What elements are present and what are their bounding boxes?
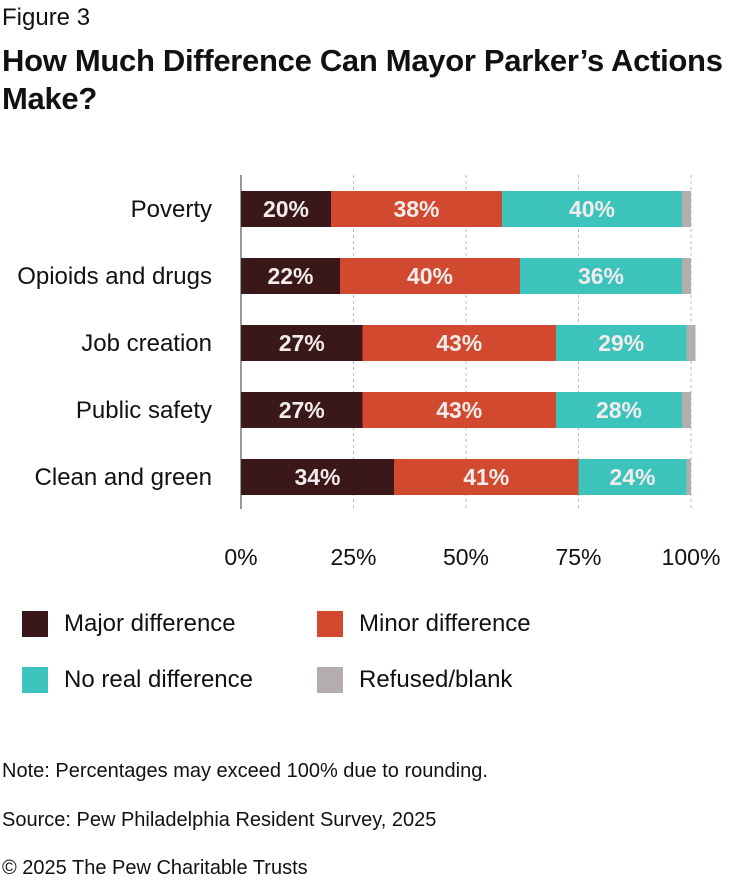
bar-segment bbox=[362, 392, 556, 428]
legend-swatch-major bbox=[22, 611, 48, 637]
bar-segment bbox=[362, 325, 556, 361]
legend-swatch-minor bbox=[317, 611, 343, 637]
legend-label-major: Major difference bbox=[64, 610, 236, 637]
bar-segment bbox=[241, 459, 394, 495]
bar-segment bbox=[241, 191, 331, 227]
data-label: 20% bbox=[263, 196, 309, 222]
bar-segment bbox=[331, 191, 502, 227]
category-label: Opioids and drugs bbox=[17, 263, 212, 290]
data-label: 43% bbox=[436, 330, 482, 356]
category-label: Job creation bbox=[81, 330, 212, 357]
bar-segment bbox=[241, 258, 340, 294]
data-label: 27% bbox=[279, 397, 325, 423]
chart-copyright: © 2025 The Pew Charitable Trusts bbox=[2, 857, 308, 879]
bar-segment bbox=[502, 191, 682, 227]
bar-segment bbox=[241, 392, 363, 428]
x-tick-label: 50% bbox=[443, 544, 489, 570]
data-label: 22% bbox=[267, 263, 313, 289]
data-label: 41% bbox=[463, 464, 509, 490]
bar-segment bbox=[340, 258, 520, 294]
bar-segment bbox=[556, 392, 682, 428]
stacked-bar-chart: Poverty 20% 38% 40% Opioids and drugs 22% 40% 3… bbox=[17, 175, 721, 570]
bar-segment bbox=[682, 258, 691, 294]
category-label: Clean and green bbox=[35, 464, 212, 491]
data-label: 40% bbox=[407, 263, 453, 289]
data-label: 28% bbox=[596, 397, 642, 423]
legend-swatch-no-real bbox=[22, 667, 48, 693]
figure-label: Figure 3 bbox=[2, 4, 91, 31]
legend-label-refused: Refused/blank bbox=[359, 666, 513, 693]
bar-segment bbox=[241, 325, 363, 361]
bar-segment bbox=[578, 459, 687, 495]
x-tick-label: 75% bbox=[555, 544, 601, 570]
x-tick-label: 0% bbox=[224, 544, 257, 570]
legend-item-no-real: No real difference bbox=[22, 666, 253, 694]
bar-segment bbox=[686, 325, 696, 361]
data-label: 24% bbox=[609, 464, 655, 490]
legend-label-minor: Minor difference bbox=[359, 610, 531, 637]
data-label: 43% bbox=[436, 397, 482, 423]
bar-segment bbox=[520, 258, 682, 294]
legend-swatch-refused bbox=[317, 667, 343, 693]
bar-segment bbox=[686, 459, 691, 495]
legend-item-refused: Refused/blank bbox=[317, 666, 512, 694]
data-label: 40% bbox=[569, 196, 615, 222]
data-label: 29% bbox=[598, 330, 644, 356]
category-label: Public safety bbox=[76, 397, 212, 424]
data-label: 34% bbox=[294, 464, 340, 490]
x-tick-label: 100% bbox=[662, 544, 721, 570]
legend-item-major: Major difference bbox=[22, 610, 236, 638]
bar-segment bbox=[556, 325, 687, 361]
bar-segment bbox=[394, 459, 579, 495]
category-label: Poverty bbox=[131, 196, 212, 223]
legend-label-no-real: No real difference bbox=[64, 666, 253, 693]
legend-item-minor: Minor difference bbox=[317, 610, 531, 638]
chart-title: How Much Difference Can Mayor Parker’s A… bbox=[2, 43, 723, 116]
chart-note: Note: Percentages may exceed 100% due to… bbox=[2, 760, 488, 782]
data-label: 27% bbox=[279, 330, 325, 356]
data-label: 38% bbox=[393, 196, 439, 222]
data-label: 36% bbox=[578, 263, 624, 289]
x-tick-label: 25% bbox=[330, 544, 376, 570]
chart-source: Source: Pew Philadelphia Resident Survey… bbox=[2, 809, 437, 831]
bar-segment bbox=[682, 191, 691, 227]
bar-segment bbox=[682, 392, 691, 428]
